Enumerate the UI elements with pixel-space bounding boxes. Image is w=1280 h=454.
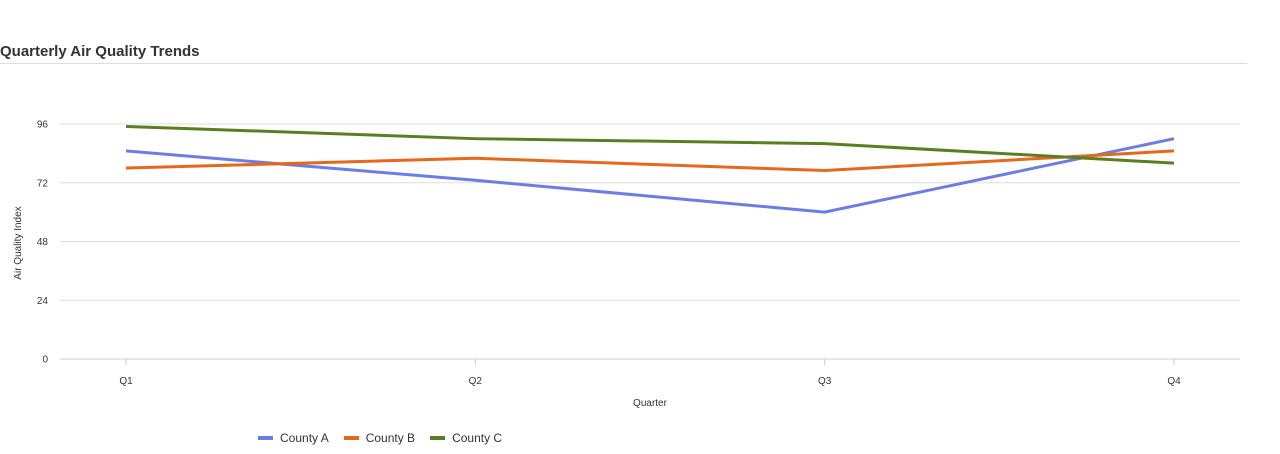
x-axis-label: Quarter bbox=[633, 398, 668, 409]
legend-label: County C bbox=[452, 431, 503, 445]
x-axis-ticks bbox=[125, 359, 1175, 365]
x-axis-tick-labels: Q1 Q2 Q3 Q4 bbox=[119, 376, 1181, 387]
grid-lines bbox=[60, 123, 1240, 360]
x-tick-label: Q4 bbox=[1167, 376, 1181, 387]
chart-title: Quarterly Air Quality Trends bbox=[0, 43, 200, 60]
legend-item[interactable]: County B bbox=[343, 431, 416, 445]
y-tick-label: 24 bbox=[37, 296, 49, 307]
legend-item[interactable]: County C bbox=[430, 431, 502, 445]
y-tick-label: 48 bbox=[37, 237, 49, 248]
legend-swatch bbox=[343, 436, 359, 440]
legend-swatch bbox=[258, 436, 273, 440]
y-axis-label: Air Quality Index bbox=[13, 206, 24, 279]
series-line-county-c bbox=[125, 124, 1175, 165]
y-tick-label: 72 bbox=[37, 178, 49, 189]
x-tick-label: Q2 bbox=[469, 376, 483, 387]
chart-legend: County A County B County C bbox=[258, 431, 517, 445]
y-tick-label: 96 bbox=[37, 120, 49, 131]
x-tick-label: Q3 bbox=[818, 376, 832, 387]
series-line-county-b bbox=[125, 149, 1175, 173]
legend-swatch bbox=[430, 436, 446, 440]
series-lines bbox=[125, 124, 1175, 214]
y-tick-label: 0 bbox=[42, 355, 48, 366]
legend-label: County A bbox=[280, 431, 329, 445]
legend-item[interactable]: County A bbox=[258, 431, 329, 445]
title-divider bbox=[0, 63, 1247, 64]
series-line-county-a bbox=[125, 137, 1175, 214]
y-axis-tick-labels: 0 24 48 72 96 bbox=[37, 120, 49, 366]
legend-label: County B bbox=[365, 431, 416, 445]
x-tick-label: Q1 bbox=[119, 376, 133, 387]
